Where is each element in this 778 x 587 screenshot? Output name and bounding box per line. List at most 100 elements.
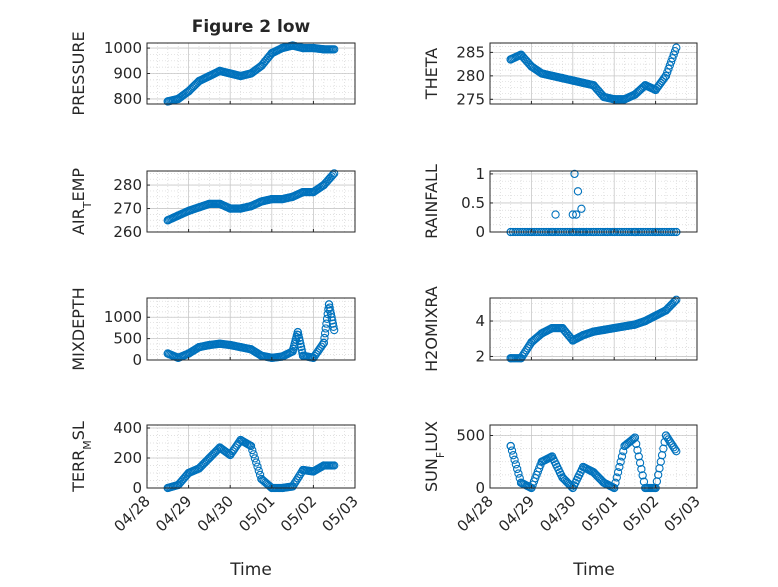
data-point — [194, 343, 204, 352]
axes-box — [146, 297, 356, 361]
data-point — [617, 452, 627, 461]
data-point — [255, 470, 265, 480]
data-point — [330, 45, 339, 54]
data-point — [294, 330, 303, 340]
y-tick-label: 900 — [113, 65, 142, 83]
data-point — [568, 210, 577, 219]
y-tick-label: 400 — [113, 419, 142, 437]
data-point — [670, 445, 680, 454]
data-point — [298, 465, 308, 475]
data-point — [278, 195, 287, 204]
data-point — [651, 85, 660, 95]
y-tick-label: 270 — [113, 200, 142, 218]
data-point — [620, 95, 629, 104]
data-point — [669, 50, 678, 59]
data-point — [267, 353, 276, 363]
data-point — [324, 305, 333, 314]
data-point — [248, 445, 257, 455]
data-point — [634, 452, 643, 461]
data-point — [516, 354, 526, 363]
data-point — [513, 464, 522, 474]
data-point — [252, 458, 261, 467]
panel-theta: 275 280 285 THETA — [422, 42, 698, 108]
panel-pressure: 800 900 1000 PRESSURE — [69, 31, 356, 116]
data-point — [516, 478, 526, 487]
y-tick-label: 0 — [132, 479, 142, 497]
data-point — [163, 216, 172, 225]
data-point — [319, 461, 328, 470]
data-point — [320, 333, 329, 343]
data-point — [163, 349, 172, 358]
data-point — [298, 43, 308, 53]
data-point — [215, 199, 224, 208]
y-tick-label: 4 — [475, 312, 485, 330]
data-point — [174, 480, 183, 490]
data-point — [506, 55, 515, 64]
y-tick-label: 260 — [113, 223, 142, 241]
y-tick-label: 0.5 — [461, 194, 485, 212]
data-point — [205, 453, 214, 463]
data-point — [616, 457, 625, 466]
data-point — [194, 203, 204, 212]
data-point — [326, 309, 336, 319]
y-tick-label: 1000 — [104, 308, 142, 326]
data-point — [568, 76, 577, 85]
data-point — [572, 210, 581, 219]
data-point — [661, 431, 671, 440]
data-point — [184, 206, 193, 216]
data-point — [194, 76, 204, 86]
data-point — [511, 460, 521, 469]
data-point — [205, 340, 214, 350]
data-point — [226, 340, 235, 350]
data-point — [629, 434, 638, 443]
data-point — [330, 461, 339, 470]
data-point — [326, 306, 335, 315]
panel-mixdepth: 0 500 1000 MIXDEPTH — [69, 287, 356, 371]
data-point — [320, 329, 330, 338]
data-point — [296, 339, 305, 349]
data-point — [516, 50, 526, 59]
data-point — [558, 323, 567, 333]
data-point — [668, 54, 677, 63]
data-point — [615, 462, 624, 472]
data-point — [257, 351, 266, 360]
data-point — [298, 187, 308, 197]
data-point — [246, 345, 256, 354]
data-point — [589, 327, 598, 336]
data-point — [226, 204, 235, 213]
y-tick-label: 280 — [456, 67, 485, 85]
data-point — [293, 474, 302, 483]
y-tick-label: 275 — [456, 90, 485, 108]
data-point — [551, 210, 560, 219]
data-point — [250, 454, 260, 463]
data-point — [295, 336, 304, 346]
data-point — [278, 43, 287, 53]
data-point — [547, 323, 557, 333]
data-point — [613, 468, 623, 477]
axes-box — [489, 170, 698, 233]
data-point — [665, 61, 674, 70]
data-point — [660, 73, 669, 82]
axes-box — [489, 424, 698, 489]
y-tick-label: 0 — [132, 351, 142, 369]
data-point — [537, 69, 546, 78]
data-point — [327, 172, 336, 181]
data-point — [638, 471, 647, 480]
data-point — [223, 448, 232, 458]
y-tick-label: 280 — [113, 176, 142, 194]
data-point — [288, 192, 297, 201]
data-point — [637, 464, 646, 474]
data-point — [330, 325, 339, 335]
data-point — [630, 433, 640, 442]
y-tick-label: 285 — [456, 43, 485, 61]
data-point — [661, 306, 671, 315]
data-point — [293, 328, 302, 337]
data-point — [509, 451, 518, 460]
axes-box — [489, 297, 698, 361]
panel-h2omixra: 2 4 H2OMIXRA — [422, 286, 698, 372]
data-point — [573, 187, 583, 196]
data-point — [319, 338, 328, 348]
data-point — [236, 435, 245, 445]
data-point — [174, 94, 183, 104]
data-point — [589, 468, 598, 477]
